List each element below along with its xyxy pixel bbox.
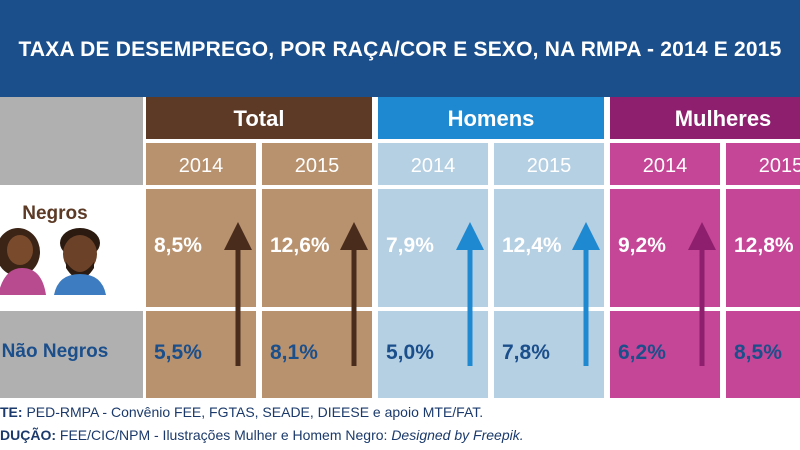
negros-value-cell (726, 189, 800, 307)
nao-negros-value: 6,2% (618, 341, 666, 364)
year-label: 2015 (527, 155, 572, 177)
title-banner (0, 0, 800, 97)
production-credit: Designed by Freepik. (391, 427, 524, 443)
source-line: TE: PED-RMPA - Convênio FEE, FGTAS, SEAD… (0, 404, 483, 420)
nao-negros-value: 5,5% (154, 341, 202, 364)
chart-title: TAXA DE DESEMPREGO, POR RAÇA/COR E SEXO,… (18, 38, 782, 61)
year-cell (262, 143, 372, 185)
nao-negros-value: 8,5% (734, 341, 782, 364)
increase-arrow-head (572, 222, 600, 250)
negros-value: 9,2% (618, 234, 666, 257)
production-text: FEE/CIC/NPM - Ilustrações Mulher e Homem… (56, 427, 392, 443)
nao-negros-value: 7,8% (502, 341, 550, 364)
nao-negros-value: 5,0% (386, 341, 434, 364)
left-header-cell (0, 97, 143, 185)
woman-body-icon (0, 268, 46, 295)
year-cell (378, 143, 488, 185)
production-label: DUÇÃO: (0, 427, 56, 443)
negros-value: 12,8% (734, 234, 794, 257)
nao-negros-label-cell (0, 311, 143, 398)
group-label-mulheres: Mulheres (675, 106, 772, 131)
group-label-total: Total (234, 106, 285, 131)
negros-value: 12,6% (270, 234, 330, 257)
negros-value: 7,9% (386, 234, 434, 257)
source-label: TE: (0, 404, 23, 420)
nao-negros-value-cell (726, 311, 800, 398)
woman-face-icon (7, 235, 33, 265)
source-text: PED-RMPA - Convênio FEE, FGTAS, SEADE, D… (22, 404, 484, 420)
source-footer: TE: PED-RMPA - Convênio FEE, FGTAS, SEAD… (0, 398, 800, 450)
nao-negros-value: 8,1% (270, 341, 318, 364)
year-label: 2015 (759, 155, 800, 177)
nao-negros-label: Não Negros (2, 341, 109, 362)
man-face-icon (63, 235, 97, 273)
man-body-icon (54, 274, 106, 295)
year-cell (146, 143, 256, 185)
group-header-mulheres (610, 97, 800, 139)
negros-label: Negros (22, 203, 87, 224)
year-cell (726, 143, 800, 185)
year-cell (610, 143, 720, 185)
group-header-total (146, 97, 372, 139)
negros-value: 12,4% (502, 234, 562, 257)
increase-arrow-head (688, 222, 716, 250)
increase-arrow-head (456, 222, 484, 250)
year-cell (494, 143, 604, 185)
group-header-homens (378, 97, 604, 139)
year-label: 2014 (411, 155, 456, 177)
increase-arrow-head (224, 222, 252, 250)
year-label: 2014 (643, 155, 688, 177)
increase-arrow-head (340, 222, 368, 250)
group-label-homens: Homens (448, 106, 535, 131)
year-label: 2014 (179, 155, 224, 177)
production-line: DUÇÃO: FEE/CIC/NPM - Ilustrações Mulher … (0, 427, 524, 443)
negros-value: 8,5% (154, 234, 202, 257)
year-label: 2015 (295, 155, 340, 177)
